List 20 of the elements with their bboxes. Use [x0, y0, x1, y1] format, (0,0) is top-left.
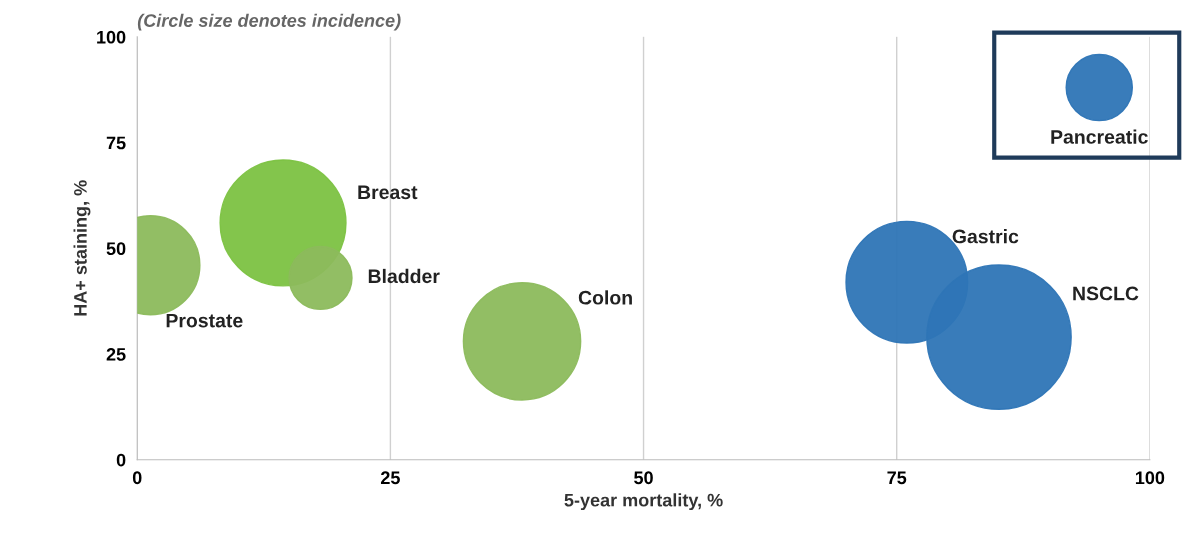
- y-tick-label: 0: [116, 453, 126, 467]
- annotation: Gastric: [952, 229, 1019, 244]
- annotation: Breast: [358, 185, 418, 200]
- y-tick-label: 25: [106, 347, 126, 361]
- x-tick-label: 25: [380, 471, 400, 485]
- x-axis-title: 5-year mortality, %: [564, 493, 723, 511]
- x-tick-label: 100: [1135, 471, 1165, 485]
- y-axis-title: HA+ staining, %: [73, 180, 91, 316]
- x-tick-label: 50: [634, 471, 653, 485]
- annotation: Prostate: [166, 313, 243, 328]
- annotation: Bladder: [368, 268, 440, 284]
- annotation: Pancreatic: [1051, 129, 1148, 144]
- y-tick-label: 50: [106, 242, 126, 256]
- y-tick-label: 75: [106, 136, 126, 150]
- x-tick-label: 75: [887, 471, 907, 485]
- annotation: Colon: [578, 290, 632, 305]
- annotation: NSCLC: [1073, 286, 1139, 301]
- text: (Circle size denotes incidence): [137, 13, 401, 31]
- x-tick-label: 0: [132, 471, 142, 485]
- y-tick-label: 100: [97, 30, 126, 44]
